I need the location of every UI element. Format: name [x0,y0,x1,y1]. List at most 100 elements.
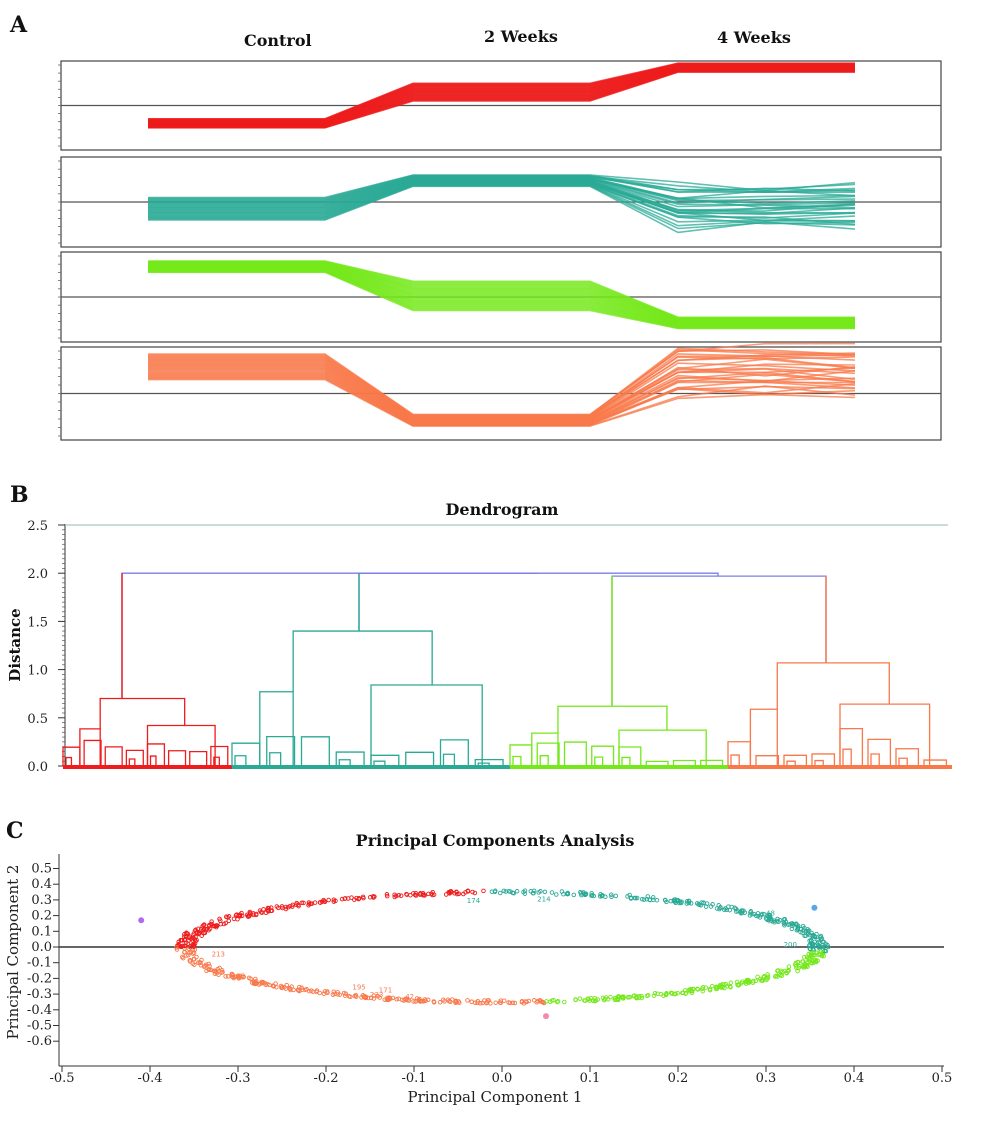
pca-point [739,910,745,916]
pca-point [609,894,614,900]
pca-point [763,916,769,921]
pca-point [571,892,577,898]
dendrogram-link [755,755,780,766]
pca-outlier-point [811,904,818,911]
pca-point [709,983,715,989]
pca-point [628,895,634,901]
pca-point [244,912,250,918]
pca-point [191,941,196,947]
dendrogram-link [210,745,229,766]
pca-point [554,892,559,897]
pca-point [645,894,651,899]
pca-point [768,918,774,923]
pca-point [417,892,423,897]
dendrogram-title: Dendrogram [446,500,559,519]
pca-point [411,999,416,1004]
pca-point [237,914,243,919]
pca-x-tick-label: -0.5 [49,1071,74,1086]
pca-point [319,899,325,904]
pca-point [465,998,470,1003]
pca-point [664,991,669,997]
pca-point [431,1000,437,1005]
pca-point-label: 45 [766,917,775,925]
pca-point [404,892,410,897]
pca-point [755,913,761,919]
pca-point [698,903,704,908]
pca-point [257,908,263,913]
pca-point [723,981,729,987]
pca-point [524,999,529,1005]
pca-point [707,987,713,993]
pca-point [514,889,520,894]
pca-y-tick-label: -0.2 [27,971,52,986]
pca-plot: -0.5 -0.4 -0.3 -0.2 -0.1 0.0 0.1 0.2 0.3 0.4 0.50.… [27,854,952,1086]
pca-point [174,947,180,952]
dendrogram-link [531,732,559,766]
pca-point [768,916,774,922]
dendrogram-link [536,742,560,766]
pca-point [713,984,719,990]
pca-x-tick-label: 0.1 [580,1071,601,1086]
dendrogram-link [786,760,796,766]
pca-point [241,974,247,980]
pca-point [700,985,706,990]
dendrogram-y-tick-label: 2.5 [27,519,48,534]
pca-point [455,891,460,897]
dendrogram-link [442,753,456,766]
pca-point [196,960,201,965]
profile-panel-4 [58,342,942,441]
pca-point [290,904,295,909]
pca-x-tick-label: -0.4 [137,1071,162,1086]
pca-point [775,916,780,922]
dendrogram-link [149,755,157,766]
pca-point [193,927,198,933]
pca-point [218,921,224,927]
pca-point [372,894,377,899]
pca-point [812,939,817,945]
dendrogram-y-tick-label: 1.0 [27,664,48,679]
dendrogram-link [477,762,490,766]
pca-point [684,901,690,906]
dendrogram-link [591,745,615,766]
dendrogram-green-cluster [509,705,728,769]
pca-y-tick-label: -0.5 [27,1019,52,1034]
pca-point [489,889,495,894]
dendrogram-red-cluster [62,697,232,769]
pca-point [325,989,330,994]
pca-point [732,905,737,911]
pca-point [650,895,656,900]
pca-point [461,891,466,897]
pca-point [198,960,203,966]
pca-point [800,930,805,935]
pca-point [184,953,189,958]
pca-point [808,950,814,956]
pca-point [554,999,560,1005]
pca-point [291,987,296,993]
pca-point [786,967,791,973]
profile-line [148,69,855,127]
dendrogram-link [539,755,549,766]
pca-point [651,993,657,998]
pca-point [789,926,795,932]
dendrogram-link [292,630,433,692]
pca-point-label: 195 [352,983,365,991]
pca-point [812,933,817,939]
pca-point [818,949,823,955]
pca-point [510,1000,516,1006]
pca-point [454,889,459,895]
pca-point [503,889,509,894]
pca-point [191,931,196,936]
pca-point [757,915,763,920]
pca-point [634,895,640,901]
profile-line [148,342,856,416]
pca-point [422,893,427,898]
pca-point [196,926,201,931]
dendrogram-link [811,753,836,766]
pca-point [689,990,695,996]
pca-point [481,888,486,894]
pca-point [326,897,331,903]
dendrogram-y-label: Distance [6,608,24,681]
panel-letter-a: A [9,12,28,38]
pca-point-label: 200 [784,941,797,949]
dendrogram-root-link [121,572,538,699]
